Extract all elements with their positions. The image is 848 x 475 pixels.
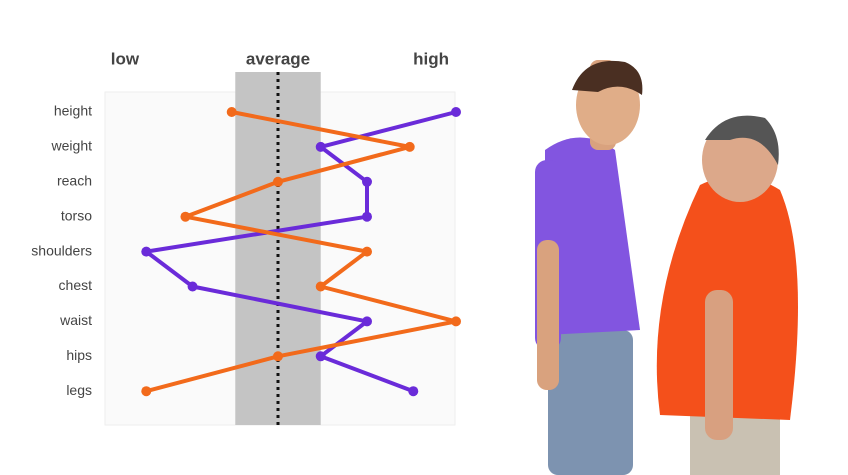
x-tick-label: low	[111, 49, 140, 68]
series-point	[408, 386, 419, 397]
series-point	[226, 107, 237, 117]
row-label: chest	[59, 277, 93, 293]
series-point	[141, 246, 152, 257]
tall-man	[535, 60, 643, 475]
series-point	[451, 316, 461, 327]
x-tick-label: average	[246, 49, 310, 68]
series-point	[362, 246, 372, 257]
series-point	[273, 176, 283, 187]
series-point	[273, 351, 283, 362]
row-label: shoulders	[31, 242, 92, 258]
row-label: hips	[66, 347, 92, 363]
row-label: weight	[51, 138, 93, 154]
x-tick-label: high	[413, 49, 449, 68]
series-point	[404, 141, 415, 152]
series-point	[362, 316, 372, 327]
row-label: torso	[61, 207, 92, 223]
series-point	[141, 386, 152, 397]
series-point	[187, 281, 198, 292]
row-label: reach	[57, 173, 92, 189]
photo	[535, 60, 798, 475]
row-label: waist	[59, 312, 92, 328]
series-point	[362, 211, 372, 222]
row-label: height	[54, 103, 92, 119]
series-point	[315, 141, 326, 152]
row-label: legs	[66, 382, 92, 398]
series-point	[180, 211, 191, 222]
series-point	[315, 351, 326, 362]
series-point	[451, 107, 461, 117]
chart: low average high height weight reach torso shou…	[31, 49, 461, 426]
series-point	[315, 281, 326, 292]
series-point	[362, 176, 372, 187]
heavy-man	[656, 115, 798, 475]
